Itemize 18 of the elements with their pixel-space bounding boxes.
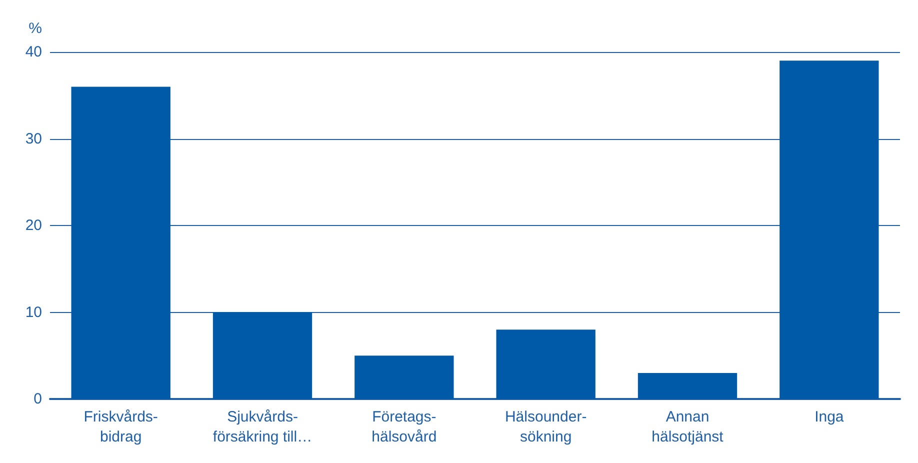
bar — [780, 60, 879, 399]
bar — [354, 356, 454, 399]
y-tick-label: 10 — [25, 304, 42, 321]
x-tick-label: Inga — [814, 408, 844, 426]
y-tick-label: 20 — [25, 217, 42, 234]
x-tick-label: Företags- hälsovård — [372, 408, 437, 446]
bar — [212, 312, 312, 399]
bar — [638, 372, 738, 399]
x-tick-label: Sjukvårds- försäkring till… — [212, 408, 312, 446]
bar — [71, 86, 170, 399]
x-tick-label: Hälsounder- sökning — [504, 408, 587, 446]
x-tick-label: Annan hälsotjänst — [652, 408, 724, 446]
y-tick-label: 30 — [25, 130, 42, 148]
y-tick-label: 0 — [34, 390, 42, 408]
y-axis-title: % — [28, 20, 42, 37]
x-tick-label: Friskvårds- bidrag — [84, 408, 158, 446]
bar — [496, 330, 596, 399]
y-tick-label: 40 — [25, 44, 42, 60]
